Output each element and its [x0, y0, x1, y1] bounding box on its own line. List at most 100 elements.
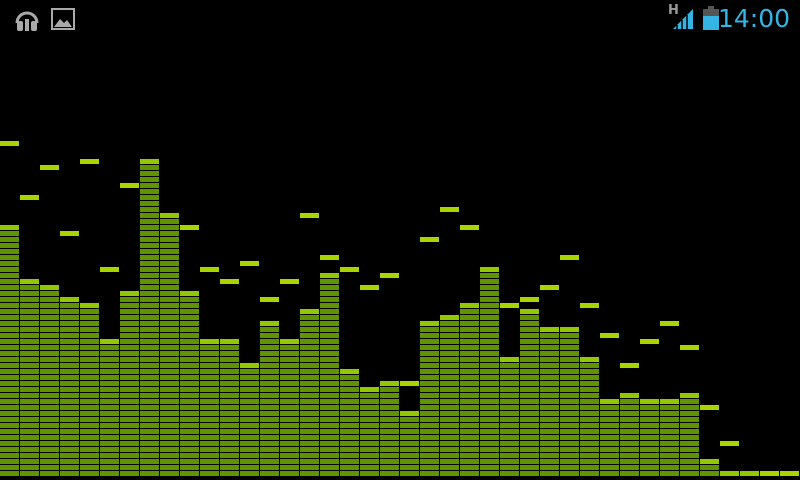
- bar-segment: [320, 441, 339, 446]
- bar-segment: [80, 429, 99, 434]
- bar-segment: [340, 369, 359, 374]
- bar-segment: [100, 423, 119, 428]
- bar-segment: [320, 381, 339, 386]
- bar-segment: [260, 465, 279, 470]
- bar-segment: [120, 381, 139, 386]
- bar-segment: [180, 471, 199, 476]
- bar-segment: [320, 417, 339, 422]
- bar-segment: [140, 291, 159, 296]
- bar-segment: [80, 423, 99, 428]
- bar-segment: [160, 273, 179, 278]
- bar-segment: [560, 357, 579, 362]
- bar-segment: [0, 417, 19, 422]
- bar-segment: [260, 327, 279, 332]
- bar-segment: [0, 423, 19, 428]
- bar-segment: [40, 333, 59, 338]
- bar-segment: [560, 459, 579, 464]
- bar-segment: [520, 345, 539, 350]
- bar-segment: [480, 315, 499, 320]
- bar-segment: [380, 381, 399, 386]
- bar-segment: [80, 327, 99, 332]
- bar-segment: [540, 345, 559, 350]
- bar-segment: [480, 345, 499, 350]
- bar-segment: [560, 387, 579, 392]
- bar-segment: [240, 447, 259, 452]
- peak-marker: [220, 279, 239, 284]
- bar-segment: [160, 231, 179, 236]
- bar-segment: [140, 339, 159, 344]
- bar-segment: [540, 339, 559, 344]
- bar-segment: [160, 315, 179, 320]
- bar-segment: [20, 429, 39, 434]
- bar-segment: [0, 327, 19, 332]
- bar-segment: [0, 267, 19, 272]
- bar-segment: [20, 339, 39, 344]
- bar-segment: [520, 465, 539, 470]
- bar-segment: [140, 171, 159, 176]
- bar-segment: [340, 453, 359, 458]
- bar-segment: [520, 333, 539, 338]
- bar-segment: [560, 471, 579, 476]
- bar-segment: [200, 465, 219, 470]
- bar-segment: [660, 435, 679, 440]
- bar-segment: [60, 357, 79, 362]
- bar-segment: [0, 465, 19, 470]
- bar-segment: [220, 387, 239, 392]
- bar-segment: [300, 441, 319, 446]
- bar-segment: [480, 297, 499, 302]
- bar-segment: [320, 303, 339, 308]
- bar-segment: [460, 387, 479, 392]
- bar-segment: [160, 333, 179, 338]
- bar-segment: [40, 351, 59, 356]
- bar-segment: [120, 465, 139, 470]
- bar-segment: [680, 393, 699, 398]
- bar-segment: [0, 459, 19, 464]
- bar-segment: [60, 411, 79, 416]
- bar-segment: [180, 429, 199, 434]
- bar-segment: [40, 435, 59, 440]
- bar-segment: [140, 465, 159, 470]
- bar-segment: [220, 351, 239, 356]
- bar-segment: [80, 399, 99, 404]
- bar-segment: [440, 369, 459, 374]
- bar-segment: [140, 315, 159, 320]
- bar-segment: [180, 447, 199, 452]
- bar-segment: [120, 291, 139, 296]
- bar-segment: [400, 435, 419, 440]
- bar-segment: [40, 465, 59, 470]
- bar-segment: [480, 327, 499, 332]
- bar-segment: [540, 387, 559, 392]
- bar-segment: [20, 405, 39, 410]
- bar-segment: [20, 303, 39, 308]
- bar-segment: [0, 351, 19, 356]
- bar-segment: [280, 399, 299, 404]
- bar-segment: [340, 447, 359, 452]
- bar-segment: [160, 303, 179, 308]
- bar-segment: [160, 321, 179, 326]
- peak-marker: [720, 441, 739, 446]
- bar-segment: [80, 375, 99, 380]
- bar-segment: [60, 369, 79, 374]
- bar-segment: [380, 465, 399, 470]
- bar-segment: [120, 471, 139, 476]
- bar-segment: [560, 345, 579, 350]
- bar-segment: [340, 417, 359, 422]
- bar-segment: [280, 471, 299, 476]
- bar-segment: [480, 393, 499, 398]
- bar-segment: [460, 327, 479, 332]
- bar-segment: [460, 459, 479, 464]
- bar-segment: [380, 417, 399, 422]
- bar-segment: [260, 441, 279, 446]
- bar-segment: [40, 447, 59, 452]
- bar-segment: [120, 309, 139, 314]
- bar-segment: [460, 351, 479, 356]
- bar-segment: [500, 453, 519, 458]
- bar-segment: [200, 357, 219, 362]
- bar-segment: [440, 423, 459, 428]
- bar-segment: [260, 423, 279, 428]
- bar-segment: [40, 471, 59, 476]
- bar-segment: [0, 225, 19, 230]
- bar-segment: [480, 291, 499, 296]
- bar-segment: [500, 417, 519, 422]
- bar-segment: [300, 447, 319, 452]
